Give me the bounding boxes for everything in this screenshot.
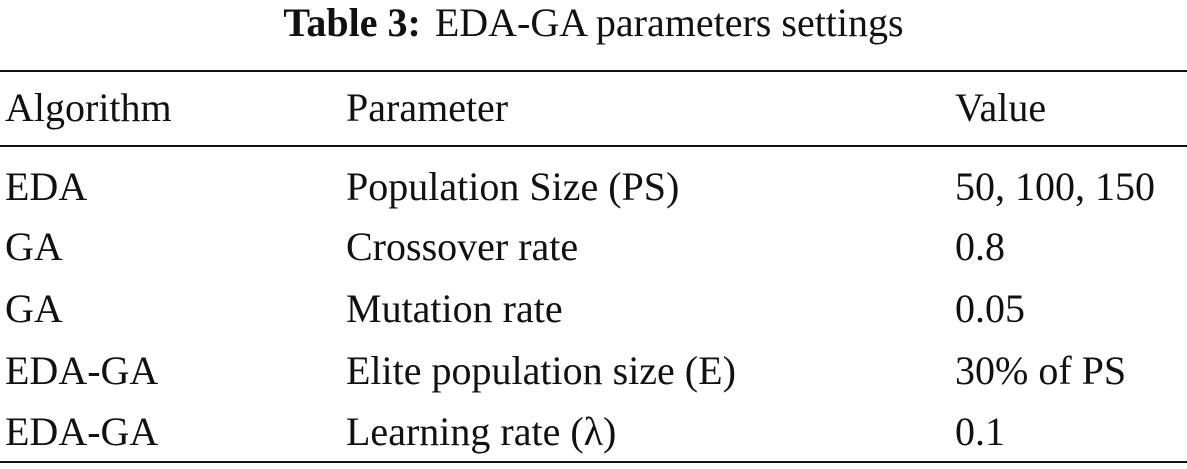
header-rule	[0, 145, 1187, 147]
top-rule	[0, 70, 1187, 72]
bottom-rule	[0, 461, 1187, 463]
table-cell: GA	[5, 224, 63, 269]
table-cell: 0.05	[955, 286, 1025, 331]
table-cell: 30% of PS	[955, 348, 1127, 393]
table-cell: EDA	[5, 164, 88, 209]
header-cell: Value	[955, 85, 1047, 130]
table-cell: 0.1	[955, 409, 1005, 454]
table-cell: GA	[5, 286, 63, 331]
table-caption: Table 3: EDA-GA parameters settings	[0, 0, 1187, 46]
table-cell: Population Size (PS)	[346, 164, 680, 209]
caption-text: EDA-GA parameters settings	[434, 0, 904, 45]
table-cell: Crossover rate	[346, 224, 579, 269]
table-cell: 0.8	[955, 224, 1005, 269]
table-cell: Elite population size (E)	[346, 348, 736, 393]
caption-label: Table 3:	[283, 0, 421, 45]
header-cell: Algorithm	[5, 85, 172, 130]
table-cell: Mutation rate	[346, 286, 563, 331]
table-cell: Learning rate (λ)	[346, 409, 617, 454]
table-cell: EDA-GA	[5, 348, 159, 393]
table-cell: 50, 100, 150	[955, 164, 1155, 209]
header-cell: Parameter	[346, 85, 509, 130]
table-cell: EDA-GA	[5, 409, 159, 454]
